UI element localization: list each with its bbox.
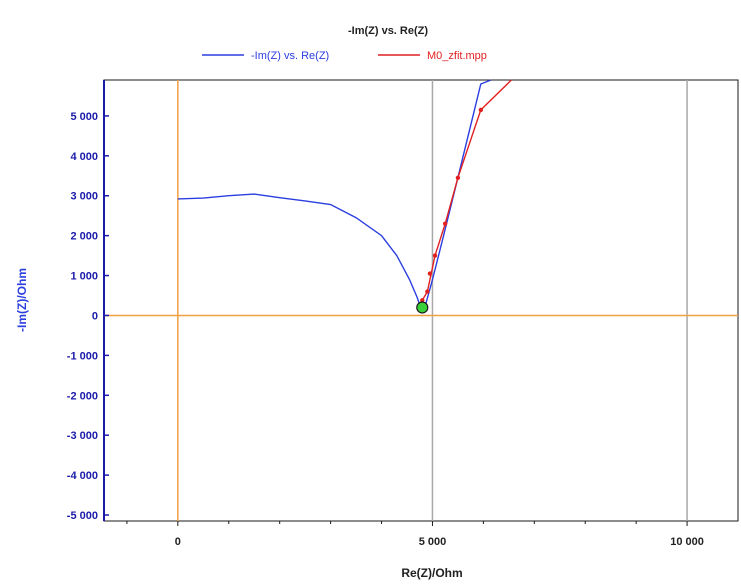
series-line-1 [177, 79, 492, 311]
series-2-marker [425, 289, 430, 294]
series-2-marker [442, 221, 448, 226]
y-tick-label: 1 000 [70, 271, 98, 283]
reference-lines [104, 80, 738, 521]
legend: -Im(Z) vs. Re(Z) M0_zfit.mpp [202, 50, 487, 62]
highlighted-point [416, 301, 429, 314]
y-axis-ticks: 5 000 4 000 3 000 2 000 1 000 0 -1 000 -2 000 -3… [67, 111, 109, 522]
x-axis-ticks: 0 5 000 10 000 [126, 521, 704, 548]
y-axis-label: -Im(Z)/Ohm [15, 268, 29, 332]
gridlines [431, 80, 688, 521]
series-2-marker [478, 107, 484, 113]
y-tick-label: -5 000 [67, 510, 98, 522]
legend-label-series-2: M0_zfit.mpp [427, 50, 487, 62]
legend-label-series-1: -Im(Z) vs. Re(Z) [251, 50, 329, 62]
y-tick-label: 4 000 [70, 151, 98, 163]
series-2-marker [432, 253, 438, 258]
y-tick-label: 5 000 [70, 111, 98, 123]
x-tick-label: 5 000 [419, 536, 447, 548]
y-tick-label: -2 000 [67, 390, 98, 402]
x-axis-label: Re(Z)/Ohm [401, 566, 462, 580]
series-2-marker [427, 271, 433, 276]
y-tick-label: -3 000 [67, 430, 98, 442]
series-2-marker [420, 298, 425, 303]
chart-title: -Im(Z) vs. Re(Z) [348, 25, 428, 37]
x-tick-label: 0 [175, 536, 181, 548]
y-tick-label: 0 [92, 310, 98, 322]
series-layer [177, 79, 512, 314]
y-tick-label: -1 000 [67, 350, 98, 362]
y-tick-label: 3 000 [70, 191, 98, 203]
x-tick-label: 10 000 [670, 536, 704, 548]
y-tick-label: -4 000 [67, 470, 98, 482]
series-2-marker [455, 175, 461, 180]
y-tick-label: 2 000 [70, 231, 98, 243]
